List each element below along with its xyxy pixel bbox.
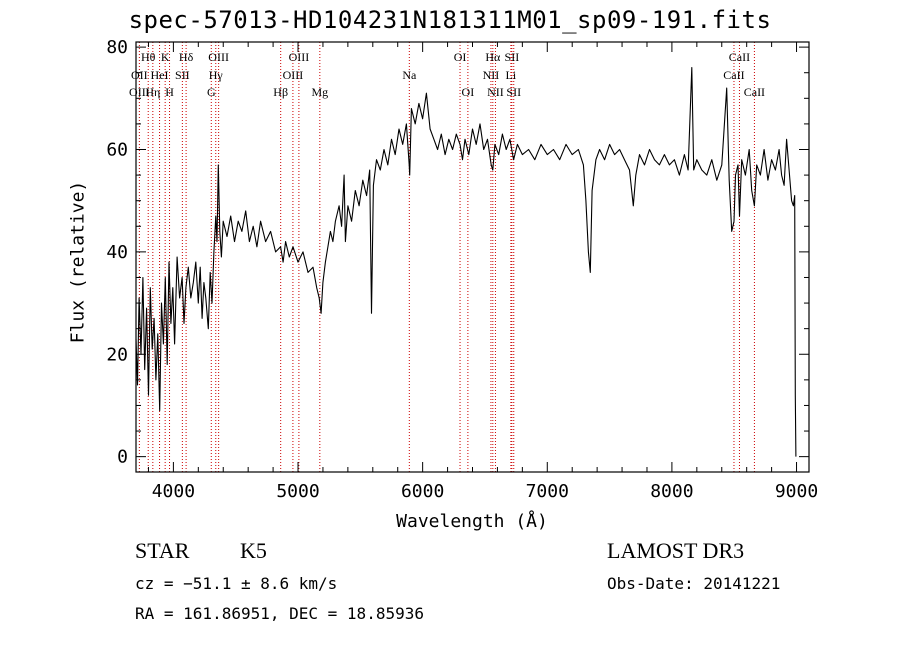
x-tick-label: 9000 [775, 481, 818, 502]
x-tick-label: 7000 [526, 481, 569, 502]
spectral-line-label: Li [506, 68, 517, 82]
spectral-line-label: OIII [208, 50, 229, 64]
spectral-line-label: Hα [485, 50, 501, 64]
spectral-line-label: H [165, 85, 174, 99]
y-axis-label: Flux (relative) [67, 180, 89, 344]
object-class: STAR [135, 538, 190, 563]
spectral-line-label: OI [462, 85, 475, 99]
spectral-line-label: Na [402, 68, 417, 82]
object-subclass: K5 [240, 538, 267, 563]
spectral-line-label: NII [487, 85, 504, 99]
y-tick-label: 20 [106, 344, 128, 365]
y-tick-label: 60 [106, 140, 128, 161]
survey-name: LAMOST DR3 [607, 538, 745, 563]
plot-frame [135, 41, 810, 473]
spectral-line-label: OI [454, 50, 467, 64]
x-tick-label: 8000 [650, 481, 693, 502]
spectral-line-label: SII [505, 50, 520, 64]
spectral-line-label: CaII [723, 68, 744, 82]
observation-date: Obs-Date: 20141221 [607, 574, 781, 593]
spectral-line-label: SII [506, 85, 521, 99]
spectral-line-label: Hδ [179, 50, 194, 64]
spectral-line-label: Hθ [141, 50, 156, 64]
sky-coordinates: RA = 161.86951, DEC = 18.85936 [135, 604, 424, 623]
spectral-line-label: CaII [744, 85, 765, 99]
y-tick-label: 80 [106, 37, 128, 58]
flux-series-line [135, 67, 797, 457]
spectral-line-label: HeI [151, 68, 169, 82]
spectral-line-label: SII [175, 68, 190, 82]
x-tick-label: 5000 [276, 481, 319, 502]
spectral-line-label: OIII [283, 68, 304, 82]
spectral-line-label: OIII [289, 50, 310, 64]
spectral-line-label: Hβ [273, 85, 288, 99]
chart-title: spec-57013-HD104231N181311M01_sp09-191.f… [128, 6, 772, 34]
spectral-line-label: K [161, 50, 170, 64]
spectral-line-label: OIII [129, 85, 150, 99]
spectral-line-label: G [207, 85, 216, 99]
x-axis-label: Wavelength (Å) [396, 511, 548, 532]
x-tick-label: 6000 [401, 481, 444, 502]
y-tick-label: 40 [106, 242, 128, 263]
y-tick-label: 0 [117, 447, 128, 468]
spectral-line-label: CaII [729, 50, 750, 64]
spectral-line-label: OII [131, 68, 148, 82]
spectral-line-label: Hγ [209, 68, 224, 82]
spectral-line-label: Hη [145, 85, 160, 99]
spectral-line-label: Mg [311, 85, 328, 99]
redshift-velocity: cz = −51.1 ± 8.6 km/s [135, 574, 338, 593]
spectral-line-label: NII [483, 68, 500, 82]
x-tick-label: 4000 [152, 481, 195, 502]
